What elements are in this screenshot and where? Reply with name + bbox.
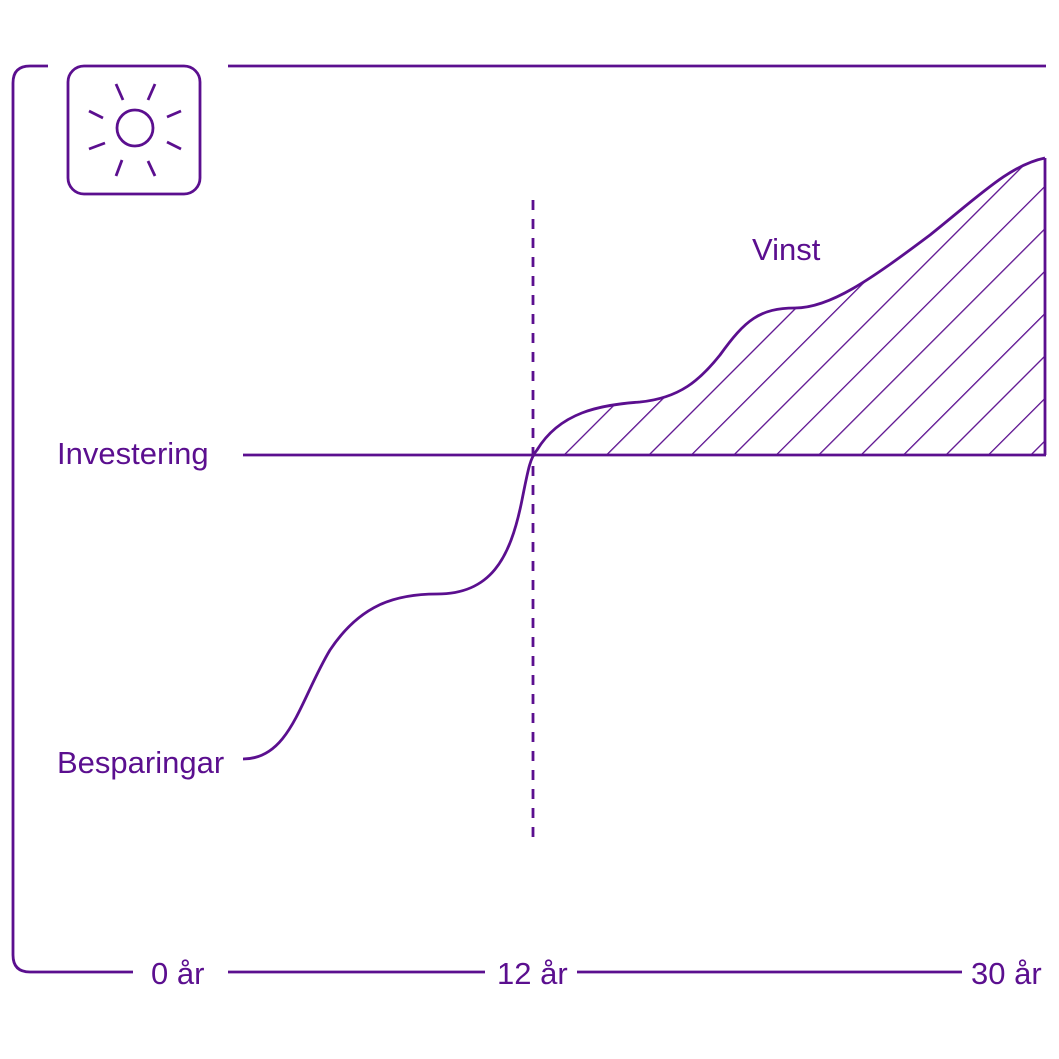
profit-label: Vinst	[752, 232, 821, 267]
frame-left-bracket	[11, 64, 133, 974]
profit-hatch-area	[533, 158, 1045, 455]
x-tick-12: 12 år	[497, 956, 568, 991]
savings-curve	[242, 156, 1046, 761]
x-tick-30: 30 år	[971, 956, 1042, 991]
sun-icon	[66, 64, 202, 196]
investment-label: Investering	[57, 436, 209, 471]
savings-label: Besparingar	[57, 745, 225, 780]
x-tick-0: 0 år	[151, 956, 205, 991]
